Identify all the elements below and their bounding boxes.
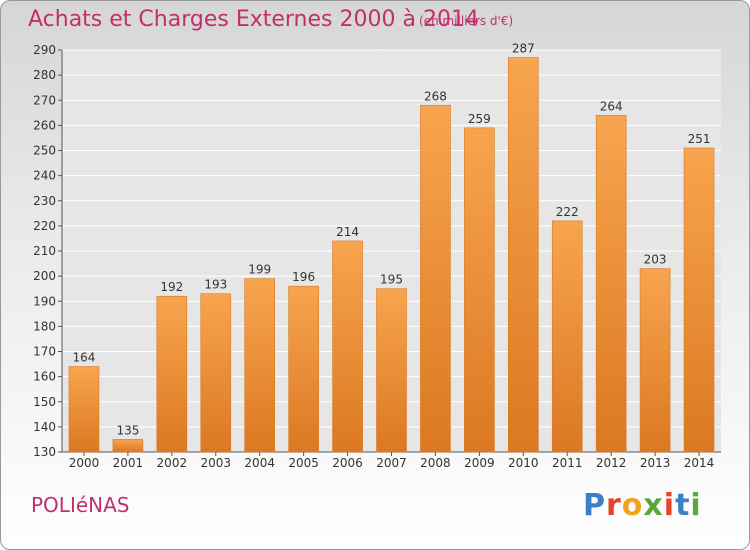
data-label: 192 (160, 280, 183, 294)
bar (507, 57, 539, 453)
y-tick-label: 150 (33, 395, 56, 409)
x-tick-label: 2003 (200, 456, 231, 470)
city-name: POLIéNAS (31, 493, 130, 517)
y-tick-label: 250 (33, 144, 56, 158)
logo-letter: i (690, 488, 702, 523)
y-tick-label: 210 (33, 244, 56, 258)
y-tick-label: 160 (33, 370, 56, 384)
bar (464, 127, 495, 453)
x-tick-label: 2008 (420, 456, 451, 470)
data-label: 203 (644, 253, 667, 267)
bar (551, 220, 583, 453)
bar (288, 285, 319, 453)
bar (639, 268, 671, 453)
y-tick-label: 200 (33, 269, 56, 283)
logo-letter: P (583, 488, 606, 523)
bar (156, 295, 188, 453)
y-tick-label: 130 (33, 445, 56, 459)
data-label: 287 (512, 42, 535, 56)
data-label: 268 (424, 89, 447, 103)
bar (376, 288, 407, 453)
logo-letter: r (606, 488, 622, 523)
y-tick-label: 230 (33, 194, 56, 208)
y-tick-label: 180 (33, 319, 56, 333)
chart-unit: (en milliers d'€) (419, 14, 514, 28)
x-tick-label: 2007 (376, 456, 407, 470)
logo-letter: x (643, 488, 664, 523)
proxiti-logo: Proxiti (583, 488, 702, 523)
data-label: 264 (600, 99, 623, 113)
bar (683, 147, 715, 453)
chart-title: Achats et Charges Externes 2000 à 2014 (28, 7, 479, 32)
data-label: 222 (556, 205, 579, 219)
bar (420, 104, 451, 453)
y-tick-label: 280 (33, 68, 56, 82)
y-tick-label: 220 (33, 219, 56, 233)
data-label: 195 (380, 273, 403, 287)
bar (68, 366, 100, 453)
y-tick-label: 170 (33, 345, 56, 359)
bar (112, 439, 144, 453)
x-tick-label: 2014 (684, 456, 715, 470)
x-tick-label: 2010 (508, 456, 539, 470)
data-label: 251 (688, 132, 711, 146)
data-label: 199 (248, 263, 271, 277)
x-tick-label: 2009 (464, 456, 495, 470)
logo-letter: i (663, 488, 676, 523)
y-tick-label: 140 (33, 420, 56, 434)
x-tick-label: 2011 (552, 456, 583, 470)
y-tick-label: 260 (33, 118, 56, 132)
logo-letter: t (675, 488, 691, 523)
bar (200, 293, 232, 453)
y-tick-label: 290 (33, 43, 56, 57)
x-tick-label: 2012 (596, 456, 627, 470)
x-tick-label: 2000 (69, 456, 100, 470)
x-tick-label: 2006 (332, 456, 363, 470)
x-tick-label: 2005 (288, 456, 319, 470)
data-label: 259 (468, 112, 491, 126)
y-tick-label: 190 (33, 294, 56, 308)
data-label: 135 (116, 423, 139, 437)
x-tick-label: 2002 (157, 456, 188, 470)
bar (332, 240, 363, 453)
bar (244, 278, 275, 453)
x-tick-label: 2001 (113, 456, 144, 470)
y-tick-label: 270 (33, 93, 56, 107)
bar (595, 115, 627, 453)
data-label: 164 (73, 351, 96, 365)
logo-letter: o (621, 488, 644, 523)
x-tick-label: 2004 (244, 456, 275, 470)
data-label: 196 (292, 270, 315, 284)
data-label: 214 (336, 225, 359, 239)
y-tick-label: 240 (33, 169, 56, 183)
x-tick-label: 2013 (640, 456, 671, 470)
data-label: 193 (204, 278, 227, 292)
